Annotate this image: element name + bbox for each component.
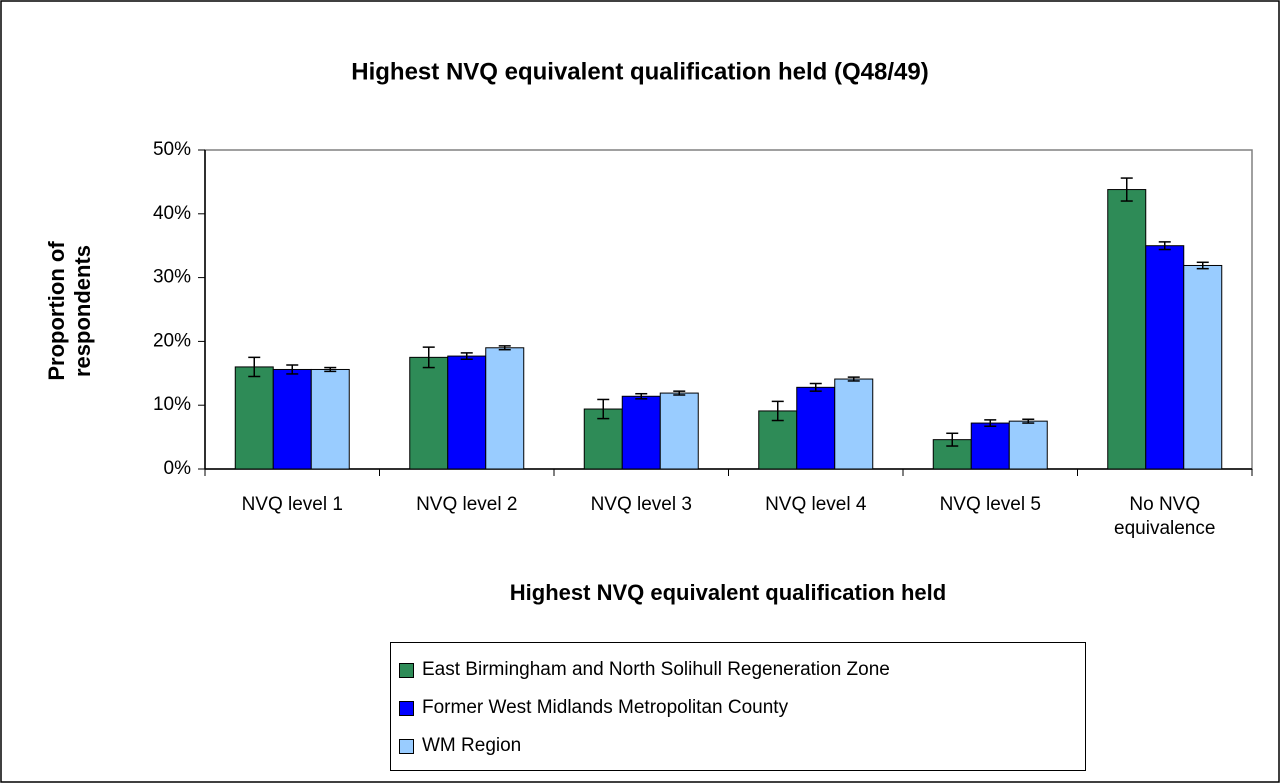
legend-swatch: [399, 738, 414, 754]
bar: [796, 386, 836, 470]
error-bar: [460, 352, 473, 361]
error-bar: [984, 419, 997, 428]
legend-item: Former West Midlands Metropolitan County: [399, 689, 1085, 727]
bar: [659, 392, 699, 470]
error-bar: [771, 400, 784, 422]
x-axis-title: Highest NVQ equivalent qualification hel…: [510, 580, 946, 605]
x-tick-label: NVQ level 1: [241, 494, 343, 515]
error-bar: [847, 376, 860, 382]
bar: [485, 347, 525, 470]
legend-swatch: [399, 700, 414, 716]
y-tick-label: 40%: [153, 203, 191, 224]
x-tick-label: NVQ level 4: [765, 494, 867, 515]
legend-swatch: [399, 662, 414, 678]
y-tick-label: 10%: [153, 394, 191, 415]
x-tick-label: No NVQ equivalence: [1114, 494, 1216, 539]
error-bar: [324, 366, 337, 373]
plot-area: [204, 149, 1253, 470]
bar: [834, 378, 874, 470]
error-bar: [673, 390, 686, 396]
error-bar: [422, 346, 435, 369]
y-axis-title: Proportion of respondents: [44, 241, 95, 381]
bar: [272, 368, 312, 470]
legend-item: East Birmingham and North Solihull Regen…: [399, 651, 1085, 689]
error-bar: [946, 432, 959, 447]
x-tick-label: NVQ level 3: [590, 494, 692, 515]
error-bar: [248, 356, 261, 378]
y-tick-label: 20%: [153, 330, 191, 351]
bar: [1145, 245, 1185, 470]
x-tick-label: NVQ level 5: [939, 494, 1041, 515]
chart-title: Highest NVQ equivalent qualification hel…: [351, 58, 928, 85]
error-bar: [1120, 177, 1133, 202]
bar: [310, 368, 350, 470]
error-bar: [498, 345, 511, 351]
bar: [1008, 420, 1048, 470]
bar: [621, 395, 661, 470]
error-bar: [635, 392, 648, 400]
bar: [447, 355, 487, 470]
error-bar: [809, 382, 822, 392]
error-bar: [1196, 261, 1209, 270]
error-bar: [597, 398, 610, 420]
y-tick-label: 50%: [153, 139, 191, 160]
bar: [1107, 189, 1147, 470]
y-tick-label: 30%: [153, 267, 191, 288]
bar: [234, 366, 274, 470]
error-bar: [1022, 418, 1035, 424]
legend-label: Former West Midlands Metropolitan County: [422, 697, 789, 718]
bar: [1183, 264, 1223, 470]
error-bar: [1158, 241, 1171, 251]
legend-item: WM Region: [399, 727, 1085, 765]
error-bar: [286, 364, 299, 375]
y-tick-label: 0%: [164, 458, 192, 479]
bar: [970, 422, 1010, 470]
legend: East Birmingham and North Solihull Regen…: [390, 642, 1086, 771]
legend-label: WM Region: [422, 735, 522, 756]
x-tick-label: NVQ level 2: [416, 494, 518, 515]
bar: [409, 356, 449, 470]
legend-label: East Birmingham and North Solihull Regen…: [422, 659, 890, 680]
